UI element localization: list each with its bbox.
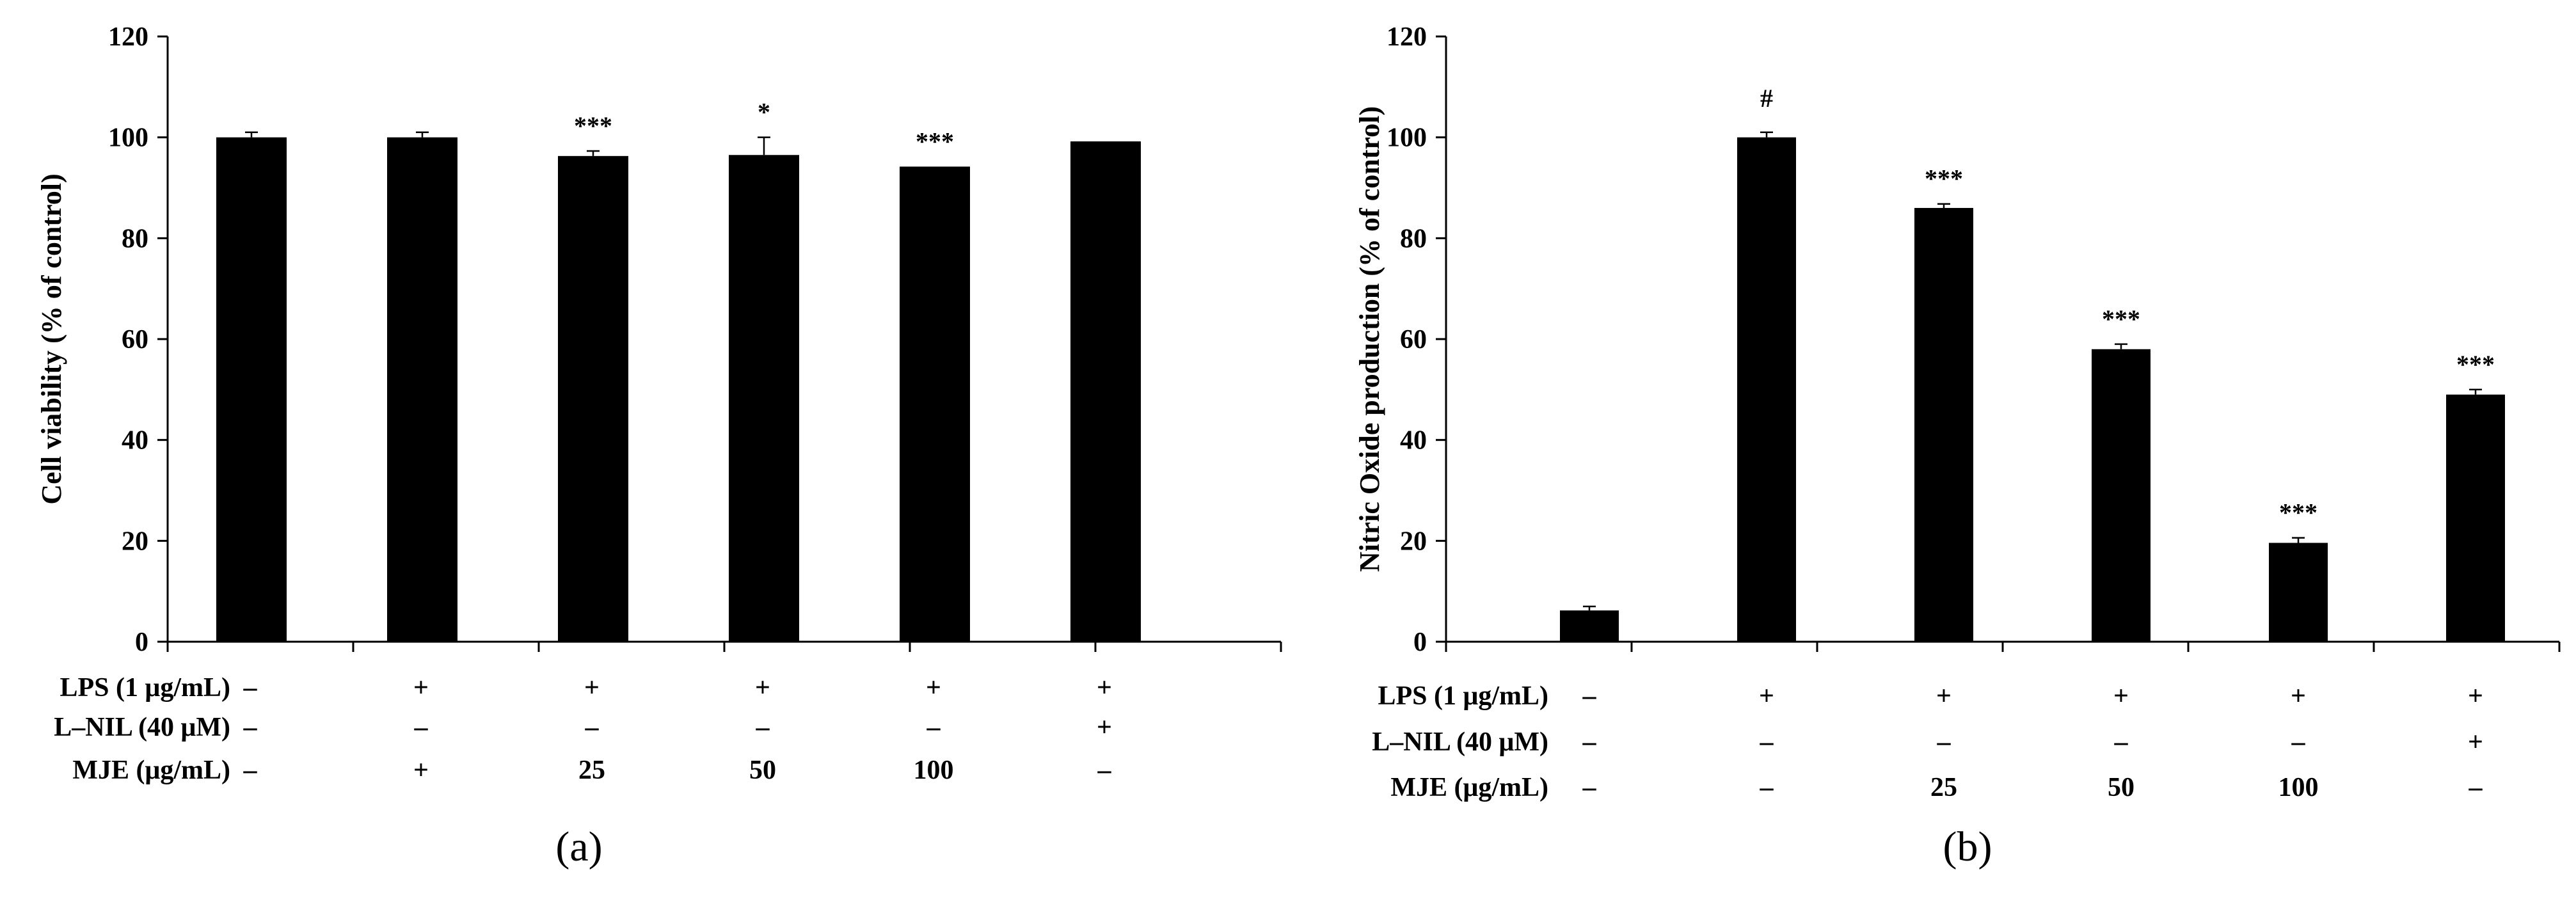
- condition-value: –: [2114, 727, 2129, 757]
- condition-value: –: [2469, 773, 2483, 802]
- y-tick-label: 120: [108, 22, 148, 52]
- condition-value: +: [1097, 713, 1112, 742]
- significance-stars: ***: [916, 127, 954, 155]
- y-axis-label: Cell viability (% of control): [36, 173, 67, 504]
- condition-row-label: LPS (1 μg/mL): [1378, 681, 1548, 711]
- significance-stars: ***: [574, 111, 612, 140]
- condition-row-label: L–NIL (40 μM): [54, 713, 230, 742]
- condition-row-label: MJE (μg/mL): [72, 756, 230, 785]
- bar: [2446, 394, 2505, 642]
- y-axis-label: Nitric Oxide production (% of control): [1354, 106, 1385, 572]
- bar: [1070, 141, 1141, 642]
- y-tick-label: 40: [1400, 426, 1427, 456]
- condition-value: +: [755, 673, 770, 703]
- condition-value: –: [414, 713, 429, 742]
- bar: [2269, 543, 2328, 642]
- bar: [1737, 137, 1796, 642]
- condition-value: 50: [2108, 773, 2135, 802]
- significance-stars: ***: [2279, 498, 2318, 527]
- condition-value: –: [756, 713, 770, 742]
- condition-value: +: [2468, 727, 2483, 757]
- condition-value: +: [926, 673, 941, 703]
- condition-value: –: [243, 756, 258, 785]
- condition-value: 100: [914, 756, 954, 785]
- chart-panel-a: 0 20 40 60 80 100 120 Cell viability (% of cont…: [36, 22, 1282, 870]
- condition-value: +: [1936, 681, 1952, 711]
- significance-stars: *: [758, 98, 770, 127]
- condition-value: +: [413, 756, 429, 785]
- condition-row-label: LPS (1 μg/mL): [60, 673, 230, 703]
- condition-value: –: [585, 713, 600, 742]
- condition-value: +: [413, 673, 429, 703]
- condition-value: 100: [2278, 773, 2319, 802]
- condition-value: +: [1097, 673, 1112, 703]
- y-tick-label: 120: [1387, 22, 1427, 52]
- condition-value: –: [1937, 727, 1952, 757]
- condition-value: +: [2468, 681, 2483, 711]
- significance-stars: ***: [2456, 350, 2495, 379]
- significance-stars: ***: [1925, 164, 1963, 193]
- condition-value: 50: [749, 756, 776, 785]
- condition-value: –: [1582, 773, 1597, 802]
- condition-value: –: [926, 713, 941, 742]
- condition-value: +: [584, 673, 600, 703]
- bar: [900, 166, 970, 642]
- condition-value: –: [1760, 773, 1774, 802]
- y-tick-label: 0: [135, 628, 148, 657]
- y-tick-label: 100: [108, 123, 148, 153]
- y-tick-label: 20: [122, 527, 148, 556]
- condition-value: 25: [1930, 773, 1957, 802]
- y-tick-label: 40: [122, 426, 148, 456]
- y-tick-label: 100: [1387, 123, 1427, 153]
- panel-label: (a): [555, 823, 602, 870]
- bar: [1560, 610, 1619, 642]
- y-tick-label: 60: [122, 325, 148, 354]
- significance-hash: #: [1760, 84, 1773, 113]
- y-tick-label: 0: [1413, 628, 1427, 657]
- chart-panel-b: 0 20 40 60 80 100 120 Nitric Oxide production (…: [1354, 22, 2561, 870]
- condition-value: –: [2291, 727, 2306, 757]
- condition-value: 25: [578, 756, 605, 785]
- condition-value: –: [1582, 727, 1597, 757]
- bar: [387, 137, 457, 642]
- condition-value: –: [243, 673, 258, 703]
- panel-label: (b): [1943, 823, 1992, 870]
- y-tick-label: 60: [1400, 325, 1427, 354]
- bar: [558, 155, 628, 642]
- condition-value: –: [243, 713, 258, 742]
- y-tick-label: 20: [1400, 527, 1427, 556]
- y-tick-label: 80: [1400, 224, 1427, 253]
- bar: [1914, 208, 1973, 642]
- bar: [216, 137, 287, 642]
- condition-value: +: [2113, 681, 2129, 711]
- condition-value: –: [1582, 681, 1597, 711]
- bar: [729, 155, 799, 642]
- condition-row-label: MJE (μg/mL): [1390, 773, 1548, 802]
- condition-value: +: [1759, 681, 1774, 711]
- bar: [2092, 349, 2151, 642]
- y-tick-label: 80: [122, 224, 148, 253]
- condition-value: –: [1760, 727, 1774, 757]
- condition-value: +: [2291, 681, 2306, 711]
- condition-row-label: L–NIL (40 μM): [1372, 727, 1548, 757]
- condition-value: –: [1097, 756, 1112, 785]
- significance-stars: ***: [2102, 305, 2140, 333]
